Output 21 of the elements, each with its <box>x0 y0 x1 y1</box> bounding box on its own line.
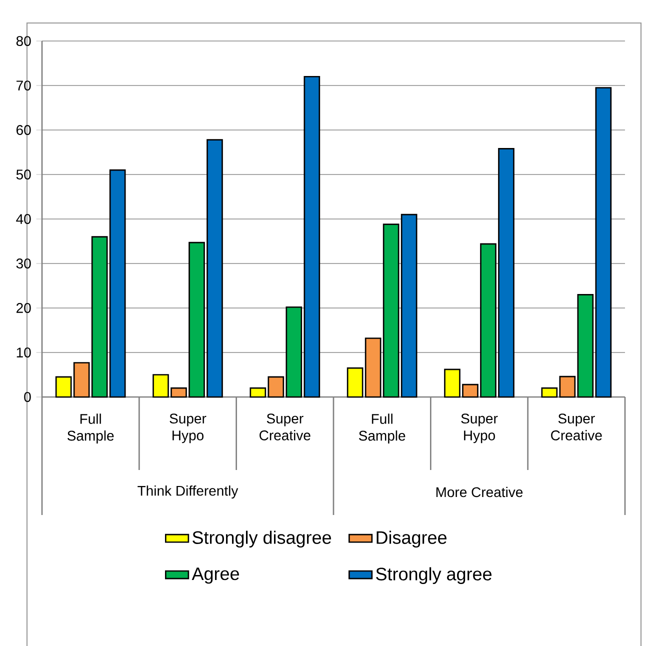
y-tick-label: 0 <box>24 392 31 402</box>
x-tick-label: Super Creative <box>260 414 310 440</box>
y-tick-label: 60 <box>16 125 31 135</box>
y-tick-label: 30 <box>16 258 31 268</box>
legend-label: Disagree <box>376 530 446 548</box>
legend-label: Agree <box>192 568 239 584</box>
text: More Creative <box>436 486 523 498</box>
text: Think Differently <box>138 485 238 499</box>
x-tick-label: Super Hypo <box>170 414 206 444</box>
x-tick-label: Super Hypo <box>461 414 498 444</box>
legend-label: Strongly disagree <box>192 530 332 548</box>
x-tick-label: Full Sample <box>358 414 406 444</box>
y-tick-label: 50 <box>16 170 31 180</box>
y-tick-label: 40 <box>16 214 31 224</box>
x-tick-label: Full Sample <box>67 414 114 444</box>
legend-label: Strongly agree <box>376 567 492 584</box>
y-tick-label: 10 <box>16 348 31 358</box>
y-tick-label: 20 <box>16 303 31 313</box>
x-tick-label: Super Creative <box>551 414 602 440</box>
y-tick-label: 80 <box>16 36 31 46</box>
y-tick-label: 70 <box>16 80 31 90</box>
